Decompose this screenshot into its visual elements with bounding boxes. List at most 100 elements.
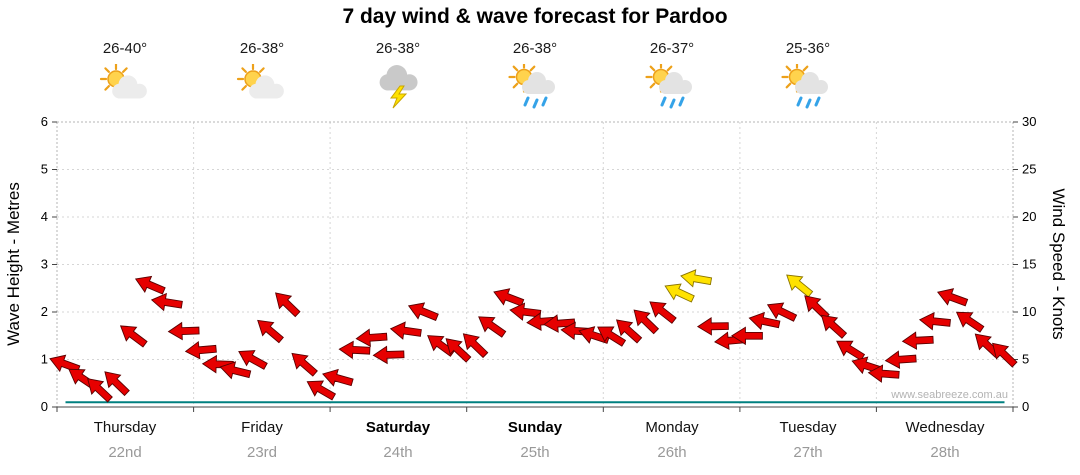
wind-arrow <box>49 354 81 373</box>
wind-arrow <box>257 319 284 344</box>
temperature-range: 26-37° <box>649 40 695 57</box>
wind-arrow <box>955 311 985 333</box>
wind-arrow <box>748 311 781 331</box>
wind-arrow <box>766 302 798 322</box>
wind-arrow <box>104 371 130 397</box>
y-tick-label: 25 <box>1022 162 1036 177</box>
temperature-range: 26-38° <box>512 40 558 57</box>
wind-arrow <box>543 314 576 333</box>
wind-arrow <box>633 309 660 335</box>
y-tick-label: 0 <box>41 399 48 414</box>
grid <box>57 122 1013 407</box>
wind-arrow <box>87 378 113 403</box>
wind-arrow <box>167 321 200 341</box>
weather-icon-sun-cloud-rain <box>778 61 838 112</box>
wind-arrow <box>493 288 525 307</box>
wind-arrow-series <box>49 269 1018 403</box>
wind-arrow <box>219 361 252 380</box>
wind-arrow <box>664 283 695 303</box>
day-label: Wednesday <box>905 419 985 436</box>
temperature-range: 25-36° <box>785 40 831 57</box>
wind-arrow <box>509 302 542 321</box>
wind-arrow <box>680 269 713 288</box>
weather-icon-sun-cloud-rain <box>642 61 702 112</box>
bottom-ticks <box>56 407 1014 412</box>
day-date: 25th <box>520 444 550 461</box>
weather-icon-sun-cloud-rain <box>505 61 565 112</box>
wind-arrow <box>372 345 405 365</box>
wind-arrow <box>867 364 900 383</box>
wind-arrow <box>119 325 148 348</box>
y-tick-label: 0 <box>1022 399 1029 414</box>
y-tick-label: 15 <box>1022 257 1036 272</box>
day-label: Monday <box>645 419 699 436</box>
wind-arrow <box>597 326 627 347</box>
wind-arrow <box>355 328 388 348</box>
left-axis-ticks: 0 1 2 3 4 5 6 <box>41 114 57 414</box>
day-label: Sunday <box>507 419 563 436</box>
day-label: Tuesday <box>779 419 837 436</box>
wind-arrow <box>407 302 439 321</box>
y-tick-label: 5 <box>1022 352 1029 367</box>
wind-arrow <box>696 317 729 336</box>
wind-arrow <box>804 295 830 321</box>
watermark: www.seabreeze.com.au <box>891 389 1008 401</box>
weather-icon-thunderstorm <box>368 64 428 112</box>
wind-arrow <box>306 380 337 401</box>
wind-arrow <box>937 288 969 307</box>
y-tick-label: 2 <box>41 304 48 319</box>
day-date: 22nd <box>108 444 142 461</box>
wind-arrow <box>478 316 507 338</box>
temperature-range: 26-40° <box>102 40 148 57</box>
wind-arrow <box>820 314 848 339</box>
day-date: 23rd <box>246 444 278 461</box>
temperature-range: 26-38° <box>239 40 285 57</box>
day-date: 27th <box>793 444 823 461</box>
y-tick-label: 30 <box>1022 114 1036 129</box>
right-axis-title: Wind Speed - Knots <box>1049 188 1068 340</box>
wind-arrow <box>649 301 677 324</box>
wind-arrow <box>786 274 814 298</box>
y-tick-label: 4 <box>41 209 48 224</box>
wind-arrow <box>836 340 866 361</box>
temperature-range: 26-38° <box>375 40 421 57</box>
chart-title: 7 day wind & wave forecast for Pardoo <box>342 5 728 28</box>
day-date: 24th <box>383 444 413 461</box>
left-axis-title: Wave Height - Metres <box>4 182 23 346</box>
wind-arrow <box>992 342 1018 368</box>
wind-arrow <box>389 321 422 340</box>
wind-arrow <box>731 326 763 346</box>
wind-arrow <box>201 354 234 374</box>
day-label: Friday <box>241 419 283 436</box>
y-tick-label: 1 <box>41 352 48 367</box>
wind-arrow <box>291 352 318 377</box>
day-label: Thursday <box>93 419 157 436</box>
weather-icon-sun-cloud <box>95 62 155 112</box>
plot-frame <box>56 121 1014 408</box>
wind-arrow <box>918 311 951 331</box>
right-axis-ticks: 0 5 10 15 20 25 30 <box>1013 114 1036 414</box>
wind-arrow <box>322 368 354 387</box>
wind-arrow <box>134 275 166 295</box>
y-tick-label: 20 <box>1022 209 1036 224</box>
wind-arrow <box>150 292 183 312</box>
wind-arrow <box>238 350 268 370</box>
y-tick-label: 3 <box>41 257 48 272</box>
day-label: Saturday <box>365 419 431 436</box>
wind-arrow <box>884 350 917 369</box>
day-date: 28th <box>930 444 960 461</box>
wind-arrow <box>338 340 371 360</box>
wind-arrow <box>275 292 301 318</box>
y-tick-label: 6 <box>41 114 48 129</box>
weather-icon-sun-cloud <box>232 62 292 112</box>
wind-arrow <box>901 331 934 350</box>
y-tick-label: 10 <box>1022 304 1036 319</box>
wind-arrow <box>445 338 472 363</box>
wind-arrow <box>462 333 489 359</box>
wind-arrow <box>184 340 217 360</box>
wind-arrow <box>616 319 643 344</box>
y-tick-label: 5 <box>41 162 48 177</box>
day-date: 26th <box>657 444 687 461</box>
